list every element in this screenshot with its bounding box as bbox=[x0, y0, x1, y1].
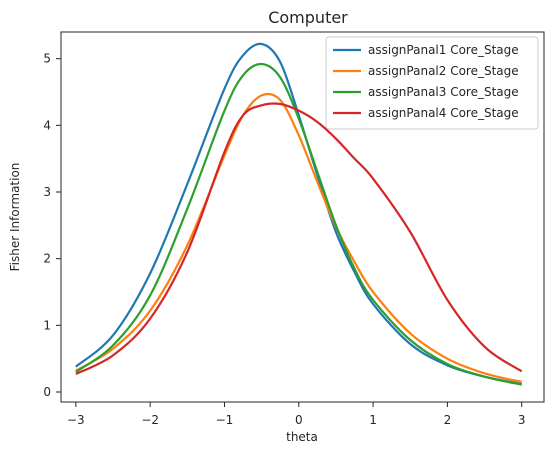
y-tick-label: 3 bbox=[43, 185, 51, 199]
legend-label-1: assignPanal1 Core_Stage bbox=[368, 43, 519, 57]
legend-label-4: assignPanal4 Core_Stage bbox=[368, 106, 519, 120]
legend-box bbox=[325, 36, 539, 130]
x-tick-label: 1 bbox=[369, 413, 377, 427]
x-tick-label: −3 bbox=[67, 413, 85, 427]
x-axis: −3 −2 −1 0 1 2 3 bbox=[67, 402, 526, 427]
legend-label-2: assignPanal2 Core_Stage bbox=[368, 64, 519, 78]
legend: assignPanal1 Core_Stage assignPanal2 Core… bbox=[325, 36, 539, 130]
y-tick-label: 4 bbox=[43, 118, 51, 132]
x-tick-label: 3 bbox=[518, 413, 526, 427]
y-axis: 0 1 2 3 4 5 bbox=[43, 52, 61, 399]
legend-label-3: assignPanal3 Core_Stage bbox=[368, 85, 519, 99]
y-tick-label: 2 bbox=[43, 252, 51, 266]
y-tick-label: 0 bbox=[43, 385, 51, 399]
chart-title: Computer bbox=[268, 8, 348, 27]
series-line-1 bbox=[75, 42, 522, 386]
x-tick-label: −1 bbox=[216, 413, 234, 427]
x-axis-label: theta bbox=[286, 430, 318, 444]
y-axis-label: Fisher Information bbox=[8, 163, 22, 272]
series-group bbox=[75, 42, 523, 386]
series-line-4 bbox=[75, 102, 523, 375]
x-tick-label: 2 bbox=[444, 413, 452, 427]
series-line-2 bbox=[75, 92, 522, 384]
x-tick-label: 0 bbox=[295, 413, 303, 427]
y-tick-label: 1 bbox=[43, 318, 51, 332]
y-tick-label: 5 bbox=[43, 52, 51, 66]
x-tick-label: −2 bbox=[141, 413, 159, 427]
plot-area bbox=[60, 31, 545, 403]
